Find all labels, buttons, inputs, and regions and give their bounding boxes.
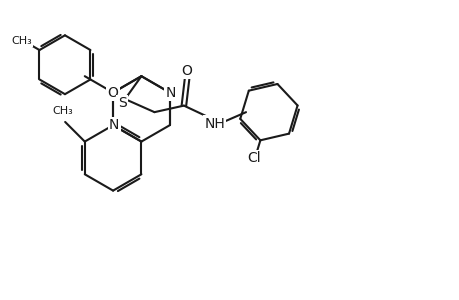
Text: Cl: Cl	[247, 151, 261, 165]
Text: CH₃: CH₃	[11, 36, 32, 46]
Text: CH₃: CH₃	[53, 106, 73, 116]
Text: S: S	[118, 96, 126, 110]
Text: O: O	[181, 64, 192, 78]
Text: N: N	[109, 118, 119, 132]
Text: O: O	[107, 85, 118, 100]
Text: N: N	[165, 85, 175, 100]
Text: NH: NH	[204, 117, 224, 130]
